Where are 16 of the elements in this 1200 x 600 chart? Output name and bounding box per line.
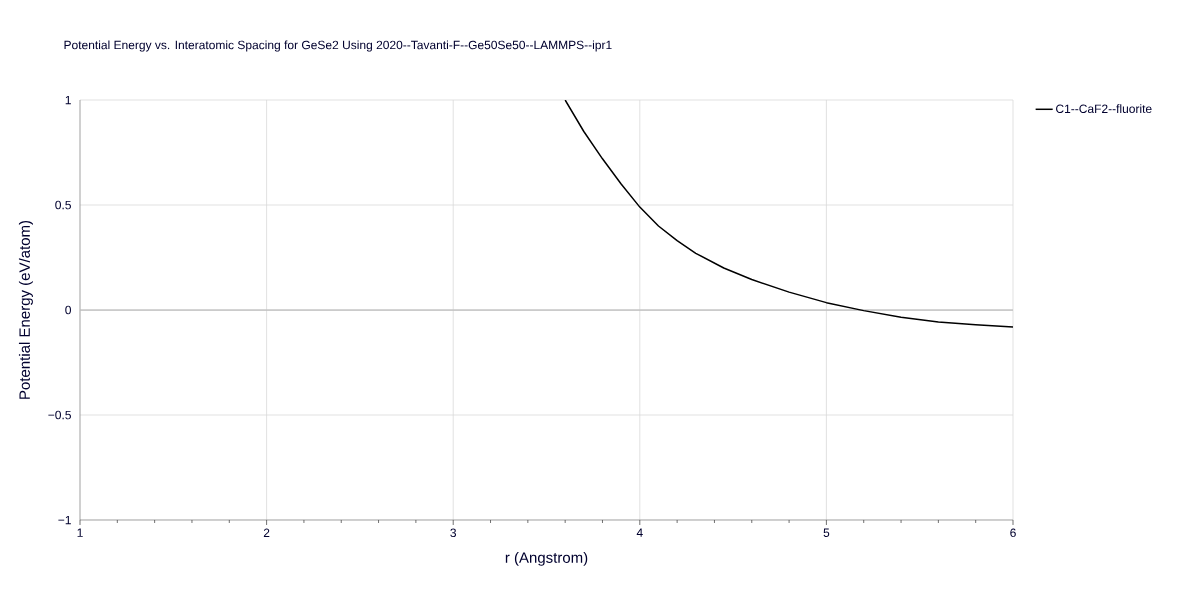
y-tick-label: −0.5 — [48, 410, 71, 420]
x-tick-label: 5 — [823, 528, 830, 537]
line-series — [564, 100, 1014, 328]
x-tick-label: 3 — [450, 528, 457, 538]
y-tick-label: 0 — [65, 305, 71, 315]
x-tick-label: 2 — [263, 528, 270, 537]
x-tick-label: 1 — [77, 528, 83, 537]
x-tick-label: 4 — [636, 528, 643, 537]
y-axis-title: Potential Energy (eV/atom) — [18, 220, 33, 399]
y-tick-label: −1 — [58, 515, 71, 525]
legend-label: C1--CaF2--fluorite — [1056, 104, 1152, 113]
x-axis-title: r (Angstrom) — [505, 551, 588, 566]
chart-title: Potential Energy vs. Interatomic Spacing for GeSe2 Using 2020--Tavanti-F--Ge50Se50--LAMMPS--ipr1 — [64, 40, 612, 52]
y-tick-label: 0.5 — [55, 200, 71, 210]
y-tick-label: 1 — [65, 95, 71, 105]
x-tick-label: 6 — [1010, 528, 1016, 538]
